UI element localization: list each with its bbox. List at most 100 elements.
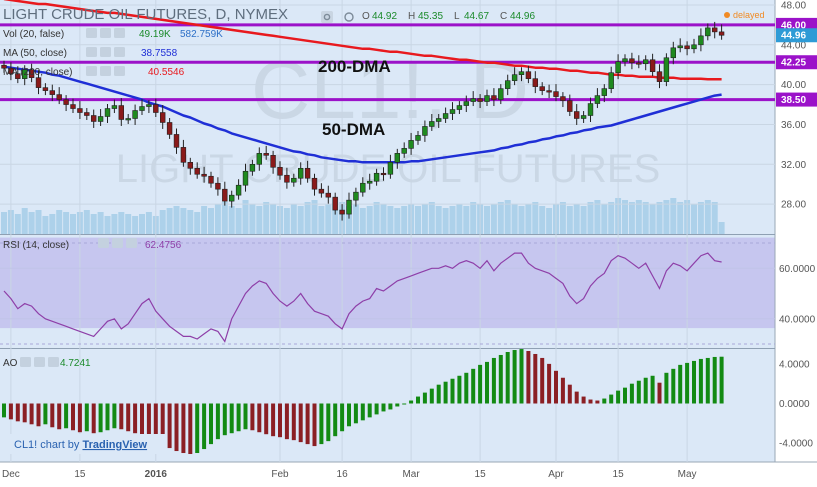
candle[interactable] <box>366 173 373 190</box>
candle[interactable] <box>187 157 193 175</box>
candle[interactable] <box>284 167 290 189</box>
rsi-visibility-icon[interactable] <box>98 238 109 248</box>
candle[interactable] <box>484 89 490 107</box>
level-price-tag[interactable] <box>776 92 817 107</box>
candle[interactable] <box>249 159 256 176</box>
candle[interactable] <box>608 66 614 94</box>
candle[interactable] <box>146 100 152 114</box>
main-pane[interactable] <box>0 0 775 234</box>
candle[interactable] <box>560 92 566 108</box>
candle[interactable] <box>139 99 145 116</box>
candle[interactable] <box>21 65 28 86</box>
candle[interactable] <box>35 70 42 95</box>
candle[interactable] <box>42 83 49 96</box>
candle[interactable] <box>656 64 663 89</box>
candle[interactable] <box>718 24 725 40</box>
candle[interactable] <box>160 105 166 129</box>
candle[interactable] <box>201 166 207 183</box>
candle[interactable] <box>615 54 621 80</box>
rsi-settings-icon[interactable] <box>112 238 123 248</box>
candle[interactable] <box>173 128 180 154</box>
candle[interactable] <box>546 84 552 99</box>
candle[interactable] <box>97 109 104 126</box>
candle[interactable] <box>70 98 76 114</box>
vol-settings-icon[interactable] <box>100 28 111 38</box>
ma50-legend-label[interactable]: MA (50, close) <box>3 48 67 59</box>
ma200-visibility-icon[interactable] <box>86 66 97 76</box>
rsi-legend-label[interactable]: RSI (14, close) <box>3 240 69 251</box>
credit-link[interactable]: TradingView <box>82 439 147 451</box>
ao-visibility-icon[interactable] <box>20 357 31 367</box>
candle[interactable] <box>684 41 690 56</box>
candle[interactable] <box>380 167 387 181</box>
candle[interactable] <box>325 185 331 204</box>
candle[interactable] <box>311 173 318 196</box>
ma50-visibility-icon[interactable] <box>86 47 97 57</box>
candle[interactable] <box>622 54 628 67</box>
candle[interactable] <box>539 82 545 96</box>
candle[interactable] <box>504 74 511 96</box>
candle[interactable] <box>463 95 469 113</box>
candle[interactable] <box>270 150 276 174</box>
candle[interactable] <box>318 183 325 198</box>
candle[interactable] <box>56 87 62 105</box>
candle[interactable] <box>346 192 352 219</box>
candle[interactable] <box>353 187 359 207</box>
rsi-line[interactable] <box>3 252 722 343</box>
candle[interactable] <box>132 104 138 125</box>
settings-icon[interactable] <box>321 11 333 23</box>
candle[interactable] <box>194 162 200 179</box>
level-price-tag[interactable] <box>776 55 817 70</box>
candle[interactable] <box>291 173 297 187</box>
candle[interactable] <box>77 101 83 119</box>
candle[interactable] <box>491 88 497 107</box>
candle[interactable] <box>297 162 304 185</box>
candle[interactable] <box>594 88 601 109</box>
candle[interactable] <box>277 161 283 180</box>
visibility-icon[interactable] <box>344 12 354 22</box>
ao-close-icon[interactable] <box>48 357 59 367</box>
candle[interactable] <box>28 63 35 83</box>
candle[interactable] <box>670 41 677 65</box>
candle[interactable] <box>304 160 311 183</box>
candle[interactable] <box>332 192 338 215</box>
vol-close-icon[interactable] <box>114 28 125 38</box>
ma200-line[interactable] <box>3 0 722 81</box>
candle[interactable] <box>49 84 56 102</box>
time-axis[interactable] <box>0 462 817 482</box>
candle[interactable] <box>360 177 366 197</box>
candle[interactable] <box>180 139 187 167</box>
candle[interactable] <box>153 98 159 117</box>
candle[interactable] <box>91 109 97 128</box>
candle[interactable] <box>166 117 173 139</box>
ma200-legend-label[interactable]: MA (200, close) <box>3 67 72 78</box>
candle[interactable] <box>573 104 580 125</box>
candle[interactable] <box>456 101 463 115</box>
candle[interactable] <box>642 55 649 71</box>
ma50-close-icon[interactable] <box>114 47 125 57</box>
candle[interactable] <box>373 168 380 186</box>
candle[interactable] <box>498 84 504 105</box>
candle[interactable] <box>442 107 449 123</box>
candle[interactable] <box>518 67 525 82</box>
candle[interactable] <box>587 97 594 122</box>
candle[interactable] <box>711 21 718 39</box>
candle[interactable] <box>394 148 400 169</box>
candle[interactable] <box>553 84 559 102</box>
candle[interactable] <box>601 84 608 103</box>
candle[interactable] <box>532 71 539 94</box>
candle[interactable] <box>401 142 407 158</box>
candle[interactable] <box>408 132 414 155</box>
vol-legend-label[interactable]: Vol (20, false) <box>3 29 64 40</box>
candle[interactable] <box>415 130 421 145</box>
candle[interactable] <box>118 98 125 126</box>
candle[interactable] <box>8 62 14 81</box>
vol-visibility-icon[interactable] <box>86 28 97 38</box>
ma200-settings-icon[interactable] <box>100 66 111 76</box>
candle[interactable] <box>422 120 428 142</box>
ma50-line[interactable] <box>3 65 722 164</box>
candle[interactable] <box>387 154 394 179</box>
candle[interactable] <box>636 55 642 69</box>
ma50-settings-icon[interactable] <box>100 47 111 57</box>
candle[interactable] <box>567 94 573 117</box>
